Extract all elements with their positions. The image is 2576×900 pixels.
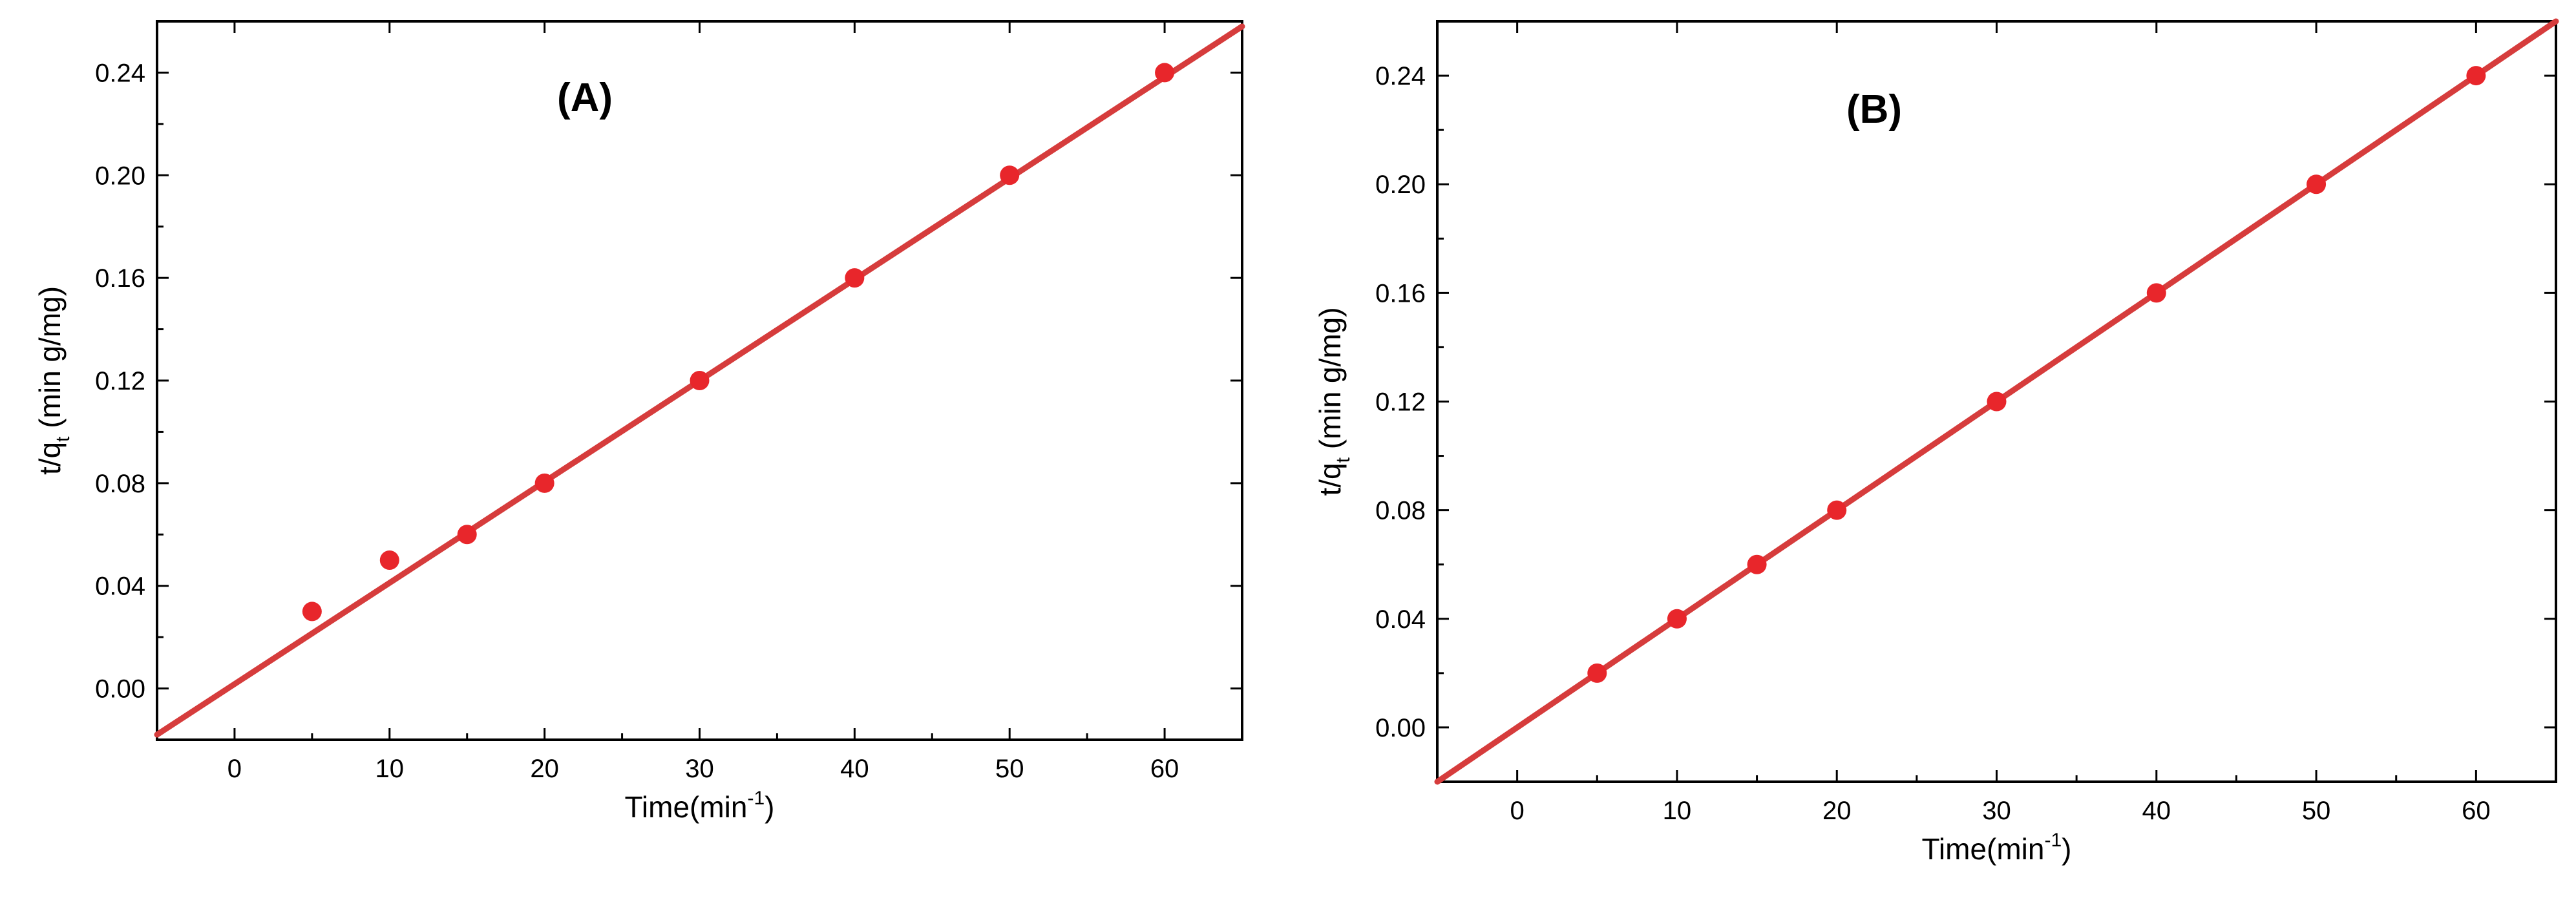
x-tick-label: 60 bbox=[1150, 755, 1179, 783]
panel-label: (B) bbox=[1846, 87, 1902, 132]
x-axis-title: Time(min-1) bbox=[625, 788, 775, 824]
y-tick-label: 0.00 bbox=[95, 675, 145, 704]
y-tick-label: 0.24 bbox=[95, 59, 145, 87]
y-tick-label: 0.04 bbox=[95, 572, 145, 601]
x-axis-title-sup: -1 bbox=[747, 788, 765, 809]
x-tick-label: 0 bbox=[1510, 797, 1525, 825]
y-axis-title-sub: t bbox=[52, 436, 74, 442]
x-tick-label: 50 bbox=[995, 755, 1024, 783]
data-point bbox=[1155, 63, 1175, 83]
y-axis-title-main: t/q bbox=[1313, 463, 1347, 496]
data-point bbox=[379, 550, 399, 570]
x-tick-label: 10 bbox=[1663, 797, 1692, 825]
data-point bbox=[302, 602, 322, 622]
x-tick-label: 50 bbox=[2302, 797, 2331, 825]
y-tick-label: 0.00 bbox=[1375, 714, 1426, 742]
data-point bbox=[1667, 609, 1687, 629]
data-point bbox=[457, 525, 477, 545]
x-tick-label: 20 bbox=[530, 755, 559, 783]
y-tick-label: 0.24 bbox=[1375, 62, 1426, 90]
data-point bbox=[2466, 66, 2486, 86]
y-tick-label: 0.12 bbox=[95, 367, 145, 395]
x-axis-title: Time(min-1) bbox=[1922, 830, 2072, 866]
x-axis-title-close: ) bbox=[2062, 832, 2071, 866]
y-tick-label: 0.08 bbox=[95, 470, 145, 498]
y-tick-label: 0.12 bbox=[1375, 388, 1426, 417]
data-point bbox=[1827, 500, 1847, 520]
x-axis-title-sup: -1 bbox=[2044, 830, 2062, 851]
y-axis-title-rest: (min g/mg) bbox=[33, 286, 67, 437]
chart-panel-b: 0 10 20 30 40 50 60 0.00 0.04 0.08 0.12 0.16 0.20 0.2… bbox=[1313, 18, 2559, 866]
x-tick-label: 0 bbox=[227, 755, 242, 783]
y-axis-title-sub: t bbox=[1333, 457, 1354, 463]
y-axis-title-main: t/q bbox=[33, 442, 67, 475]
data-point bbox=[2146, 283, 2166, 303]
y-tick-label: 0.04 bbox=[1375, 605, 1426, 634]
y-axis-title: t/qt (min g/mg) bbox=[1313, 307, 1354, 496]
x-tick-label: 30 bbox=[1982, 797, 2011, 825]
x-tick-label: 40 bbox=[840, 755, 869, 783]
data-point bbox=[1000, 165, 1020, 185]
y-axis-title: t/qt (min g/mg) bbox=[33, 286, 74, 475]
data-point bbox=[1987, 392, 2007, 412]
y-tick-label: 0.20 bbox=[95, 162, 145, 190]
x-tick-label: 20 bbox=[1822, 797, 1852, 825]
y-tick-label: 0.20 bbox=[1375, 171, 1426, 199]
panel-label: (A) bbox=[557, 76, 613, 120]
data-point bbox=[1587, 663, 1607, 683]
x-tick-label: 10 bbox=[375, 755, 405, 783]
x-axis-title-close: ) bbox=[765, 790, 774, 824]
y-tick-label: 0.08 bbox=[1375, 497, 1426, 525]
x-axis-title-main: Time(min bbox=[1922, 832, 2045, 866]
x-tick-label: 40 bbox=[2142, 797, 2171, 825]
data-point bbox=[1747, 554, 1767, 574]
x-tick-label: 60 bbox=[2462, 797, 2491, 825]
x-axis-title-main: Time(min bbox=[625, 790, 748, 824]
y-tick-label: 0.16 bbox=[1375, 279, 1426, 308]
data-point bbox=[534, 473, 554, 493]
y-axis-title-rest: (min g/mg) bbox=[1313, 307, 1347, 457]
chart-panel-a: 0 10 20 30 40 50 60 0.00 0.04 0.08 0.12 0.16 0.20 0.2… bbox=[33, 20, 1245, 824]
data-point bbox=[2307, 174, 2327, 194]
data-point bbox=[845, 268, 865, 288]
data-point bbox=[690, 371, 710, 390]
x-tick-label: 30 bbox=[685, 755, 714, 783]
y-tick-label: 0.16 bbox=[95, 264, 145, 293]
